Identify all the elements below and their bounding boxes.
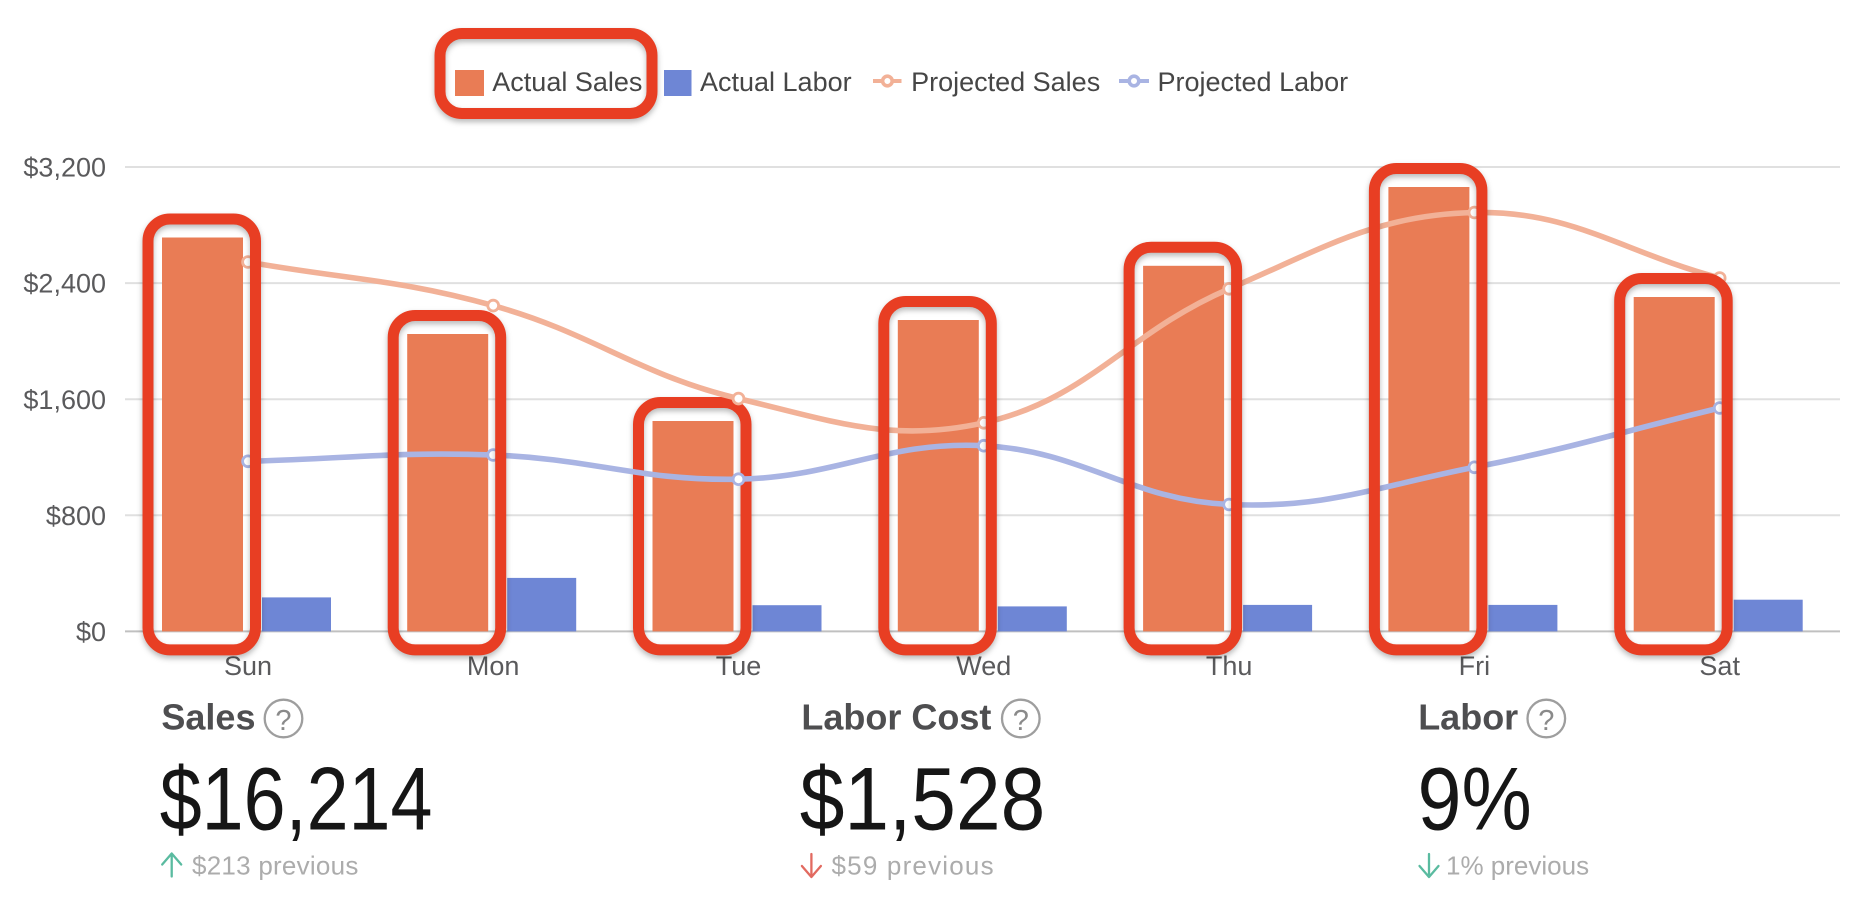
svg-text:$213 previous: $213 previous xyxy=(192,851,359,881)
svg-text:$0: $0 xyxy=(76,617,106,647)
svg-text:$2,400: $2,400 xyxy=(23,269,106,299)
svg-text:9%: 9% xyxy=(1418,749,1532,848)
svg-text:Sat: Sat xyxy=(1699,651,1740,681)
svg-text:$800: $800 xyxy=(46,501,106,531)
svg-text:$59 previous: $59 previous xyxy=(832,851,995,881)
svg-text:Tue: Tue xyxy=(716,651,762,681)
svg-text:Thu: Thu xyxy=(1206,651,1253,681)
svg-text:Sun: Sun xyxy=(224,651,272,681)
svg-text:Labor: Labor xyxy=(1418,696,1518,737)
svg-text:Fri: Fri xyxy=(1459,651,1490,681)
svg-text:Actual Labor: Actual Labor xyxy=(700,67,852,97)
svg-text:$3,200: $3,200 xyxy=(23,153,106,183)
svg-text:$1,528: $1,528 xyxy=(800,749,1046,849)
svg-text:?: ? xyxy=(275,705,291,737)
svg-text:$1,600: $1,600 xyxy=(23,385,106,415)
svg-text:?: ? xyxy=(1013,705,1029,737)
svg-text:Projected Labor: Projected Labor xyxy=(1158,67,1349,97)
svg-text:$16,214: $16,214 xyxy=(160,750,433,849)
svg-text:Labor Cost: Labor Cost xyxy=(801,696,991,737)
svg-text:?: ? xyxy=(1538,705,1554,737)
svg-text:Sales: Sales xyxy=(161,696,255,737)
svg-text:Actual Sales: Actual Sales xyxy=(492,67,642,97)
svg-text:1% previous: 1% previous xyxy=(1446,851,1589,881)
svg-text:Wed: Wed xyxy=(956,651,1011,681)
svg-text:Mon: Mon xyxy=(467,651,520,681)
svg-text:Projected Sales: Projected Sales xyxy=(911,67,1100,97)
